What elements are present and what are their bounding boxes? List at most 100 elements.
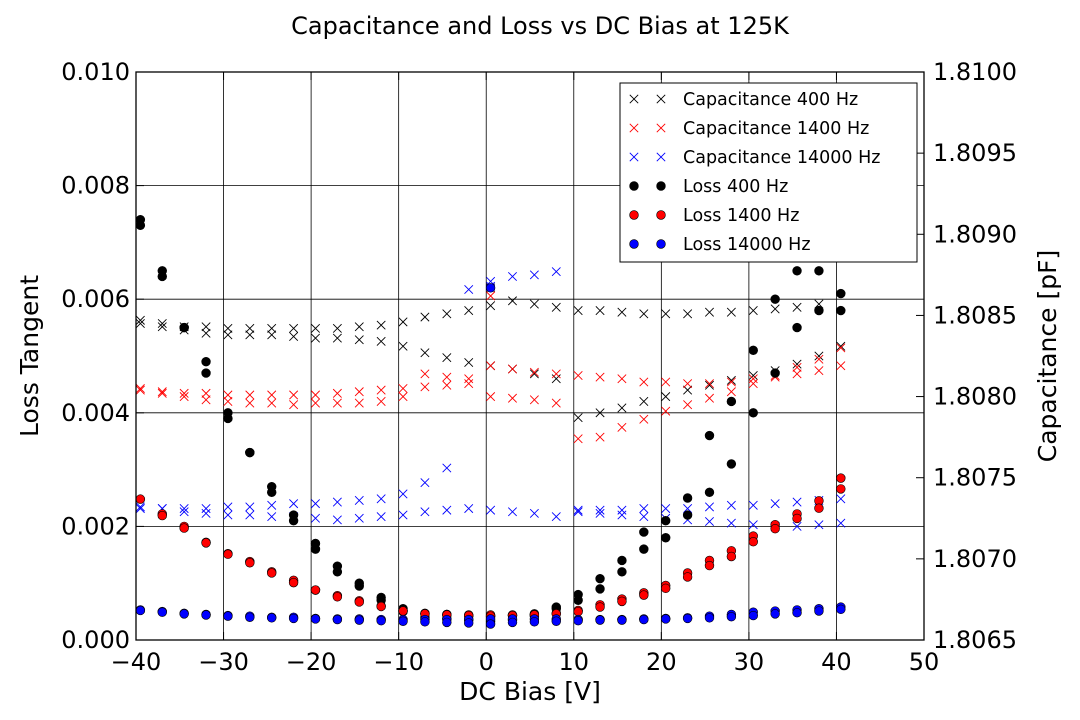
data-point [398, 383, 408, 393]
x-tick-label: 30 [734, 648, 765, 676]
data-point [551, 374, 561, 384]
data-point [245, 558, 255, 568]
data-point [573, 434, 583, 444]
data-point [486, 301, 496, 311]
data-point [704, 430, 715, 441]
data-point [223, 611, 233, 621]
x-tick-label: 20 [646, 648, 677, 676]
x-axis-label: DC Bias [V] [459, 677, 601, 706]
data-point [223, 390, 233, 400]
data-point [376, 320, 386, 330]
legend-marker [629, 152, 639, 162]
y2-tick-label: 1.8085 [933, 301, 1017, 329]
data-point [376, 336, 386, 346]
data-point [398, 489, 408, 499]
data-point [748, 408, 758, 418]
x-tick-label: 0 [479, 648, 494, 676]
data-point [288, 577, 299, 588]
data-point [267, 323, 277, 333]
data-point [748, 370, 758, 380]
data-point [529, 299, 539, 309]
data-point [836, 473, 846, 483]
y-tick-label: 0.010 [61, 58, 130, 86]
data-point [223, 330, 233, 340]
data-point [442, 463, 452, 473]
data-point [332, 333, 342, 343]
data-point [617, 596, 627, 607]
data-point [245, 323, 255, 333]
data-point [398, 510, 408, 520]
data-point [792, 322, 802, 333]
data-point [551, 369, 561, 379]
data-point [354, 322, 364, 332]
x-tick-label: 40 [821, 648, 852, 676]
data-point [464, 379, 474, 389]
data-point [792, 369, 802, 379]
data-point [332, 388, 342, 398]
data-point [442, 353, 452, 363]
legend-label: Loss 14000 Hz [683, 235, 811, 255]
data-point [726, 307, 736, 317]
y2-tick-label: 1.8070 [933, 545, 1017, 573]
data-point [157, 319, 167, 329]
data-point [770, 499, 780, 509]
data-point [179, 504, 189, 514]
data-point [595, 432, 605, 442]
y-axis-ticks: 0.000 0.002 0.004 0.006 0.008 0.010 [61, 58, 144, 654]
data-point [486, 505, 496, 515]
data-point [617, 403, 627, 413]
y-tick-label: 0.000 [61, 626, 130, 654]
data-point [726, 500, 736, 510]
data-point [420, 348, 430, 358]
data-point [726, 375, 736, 385]
data-point [726, 459, 737, 469]
data-point [814, 503, 824, 513]
legend-marker [629, 181, 639, 191]
data-point [135, 383, 145, 393]
legend-marker [656, 181, 666, 191]
data-point [354, 335, 364, 345]
data-point [836, 343, 846, 353]
data-point [376, 385, 386, 395]
data-point [179, 388, 189, 398]
data-point [267, 512, 277, 522]
legend-marker [629, 123, 639, 133]
data-point [836, 305, 846, 316]
data-point [814, 266, 824, 276]
data-point [267, 568, 277, 578]
data-point [464, 284, 474, 294]
data-point [595, 372, 605, 382]
data-point [573, 505, 583, 515]
data-point [245, 398, 255, 408]
data-point [179, 322, 189, 333]
data-point [748, 379, 758, 389]
data-point [682, 572, 693, 582]
data-point [836, 341, 846, 351]
data-point [267, 613, 277, 623]
data-point [332, 497, 342, 507]
series-1 [135, 291, 846, 444]
data-point [617, 555, 627, 566]
data-point [726, 612, 737, 622]
series-3 [135, 214, 846, 626]
data-point [420, 312, 430, 322]
data-point [792, 608, 802, 618]
data-point [529, 270, 539, 280]
data-point [310, 333, 321, 343]
legend-item: Loss 400 Hz [629, 177, 788, 197]
data-point [792, 266, 802, 276]
data-point [661, 614, 671, 624]
legend-label: Loss 400 Hz [683, 177, 788, 197]
data-point [836, 518, 846, 528]
data-point [682, 613, 693, 624]
data-point [529, 369, 539, 379]
data-point [398, 606, 408, 616]
data-point [639, 504, 649, 514]
data-point [792, 359, 802, 369]
data-point [639, 377, 649, 387]
data-point [223, 502, 233, 512]
data-point [792, 513, 802, 524]
data-point [354, 387, 364, 397]
data-point [442, 380, 452, 390]
data-point [595, 573, 605, 584]
